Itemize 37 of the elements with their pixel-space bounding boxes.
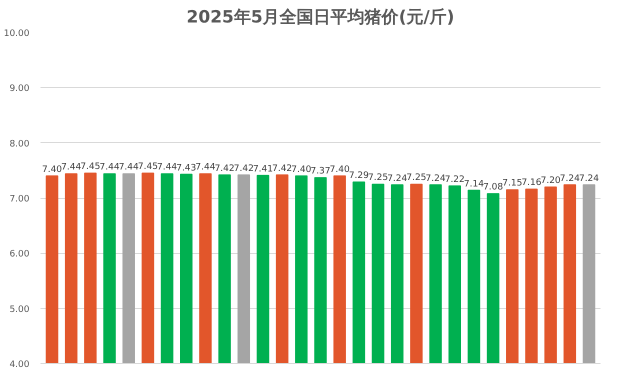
y-tick-label: 7.00 [9,194,30,204]
data-label: 7.20 [540,176,561,186]
data-label: 7.08 [483,182,504,193]
data-label: 7.44 [100,162,120,173]
data-label: 7.25 [406,173,426,184]
data-label: 7.45 [138,162,158,172]
data-label: 7.22 [444,174,465,185]
data-label: 7.45 [80,162,100,172]
data-label: 7.14 [464,179,484,190]
data-label: 7.44 [61,162,82,173]
data-label: 7.44 [157,162,178,173]
data-label: 7.41 [252,164,273,174]
data-label: 7.44 [195,162,216,173]
data-label: 7.40 [291,164,312,175]
data-label: 7.42 [214,164,235,174]
data-label: 7.43 [176,163,196,174]
y-tick-label: 8.00 [9,139,30,150]
data-label: 7.24 [426,174,446,184]
y-tick-label: 6.00 [9,250,30,260]
y-tick-label: 5.00 [9,304,30,315]
data-label: 7.40 [42,164,62,175]
data-label: 7.24 [387,174,408,184]
data-label: 7.25 [368,173,388,184]
y-tick-label: 10.00 [4,29,30,39]
data-label: 7.24 [578,174,600,184]
data-label: 7.24 [560,174,580,184]
data-label: 7.29 [348,171,370,181]
data-label: 7.37 [310,166,331,177]
data-label: 7.44 [118,162,140,173]
y-tick-label: 4.00 [9,360,30,370]
y-tick-label: 9.00 [9,84,30,94]
data-label: 7.42 [234,164,254,174]
data-label: 7.16 [521,178,542,188]
data-label: 7.15 [502,178,522,189]
data-label: 7.40 [330,164,350,175]
data-label: 7.42 [272,164,292,174]
chart-title: 2025年5月全国日平均猪价(元/斤) [186,8,454,28]
